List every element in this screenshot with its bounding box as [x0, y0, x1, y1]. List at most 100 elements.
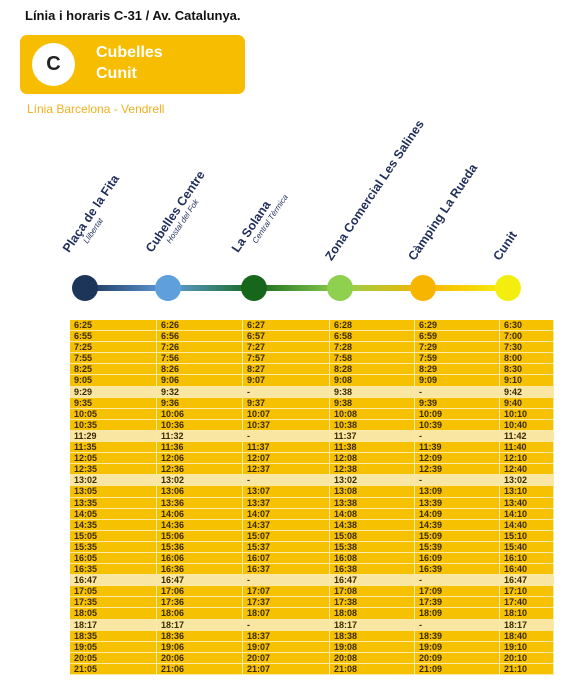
badge-letter: C: [32, 43, 75, 86]
stop-dot: [495, 275, 521, 301]
table-cell: 9:38: [330, 397, 415, 409]
table-cell: 14:36: [157, 519, 243, 531]
table-cell: 14:35: [70, 519, 157, 531]
title: Línia i horaris C-31 / Av. Catalunya.: [25, 8, 241, 23]
table-cell: 18:10: [500, 608, 554, 620]
table-cell: 17:07: [243, 586, 330, 598]
table-cell: 10:37: [243, 419, 330, 431]
table-cell: 14:08: [330, 508, 415, 520]
table-cell: 21:09: [415, 663, 500, 675]
table-row: 17:35 17:36 17:37 17:38 17:39 17:40: [70, 597, 554, 609]
table-cell: 17:09: [415, 586, 500, 598]
table-cell: 12:40: [500, 464, 554, 476]
table-cell: 14:38: [330, 519, 415, 531]
table-cell: 14:40: [500, 519, 554, 531]
table-cell: 12:10: [500, 453, 554, 465]
table-cell: 16:06: [157, 552, 243, 565]
table-row: 13:35 13:36 13:37 13:38 13:39 13:40: [70, 497, 554, 509]
table-cell: 12:36: [157, 464, 243, 476]
table-cell: 14:37: [243, 519, 330, 531]
table-cell: 13:10: [500, 486, 554, 498]
table-cell: 18:36: [157, 630, 243, 642]
table-cell: 10:05: [70, 408, 157, 420]
table-cell: -: [415, 386, 500, 398]
table-cell: 10:39: [415, 419, 500, 431]
table-cell: 19:06: [157, 641, 243, 653]
table-cell: 16:39: [415, 564, 500, 576]
table-cell: 20:05: [70, 652, 157, 664]
table-cell: 18:08: [330, 608, 415, 620]
table-cell: 9:35: [70, 397, 157, 409]
table-cell: 8:27: [243, 364, 330, 376]
stop-label: La Solana Central Tèrmica: [229, 186, 290, 260]
table-cell: 14:05: [70, 508, 157, 520]
route-line: [72, 275, 521, 301]
table-cell: 19:09: [415, 641, 500, 653]
table-cell: 15:38: [330, 541, 415, 553]
route-segment: [85, 285, 168, 291]
table-cell: 7:30: [500, 342, 554, 354]
table-cell: -: [415, 475, 500, 487]
table-cell: 13:36: [157, 497, 243, 509]
table-cell: -: [243, 430, 330, 443]
table-cell: 13:37: [243, 497, 330, 509]
table-cell: 11:36: [157, 442, 243, 454]
table-cell: 7:25: [70, 342, 157, 354]
table-row: 15:35 15:36 15:37 15:38 15:39 15:40: [70, 541, 554, 553]
table-cell: 21:06: [157, 663, 243, 675]
table-cell: 16:47: [500, 575, 554, 587]
table-row: 18:35 18:36 18:37 18:38 18:39 18:40: [70, 630, 554, 642]
table-cell: 16:47: [157, 575, 243, 587]
table-cell: 13:38: [330, 497, 415, 509]
table-cell: 8:26: [157, 364, 243, 376]
table-row: 8:25 8:26 8:27 8:28 8:29 8:30: [70, 364, 554, 376]
table-cell: 9:06: [157, 375, 243, 387]
table-cell: 6:26: [157, 320, 243, 332]
table-row: 9:35 9:36 9:37 9:38 9:39 9:40: [70, 397, 554, 409]
table-cell: 16:38: [330, 564, 415, 576]
table-row: 18:05 18:06 18:07 18:08 18:09 18:10: [70, 608, 554, 620]
table-cell: 7:00: [500, 331, 554, 343]
table-cell: -: [243, 475, 330, 487]
table-cell: 20:09: [415, 652, 500, 664]
table-cell: 13:05: [70, 486, 157, 498]
table-row: 21:05 21:06 21:07 21:08 21:09 21:10: [70, 663, 554, 675]
table-cell: 18:37: [243, 630, 330, 642]
table-cell: 17:36: [157, 597, 243, 609]
table-cell: 6:30: [500, 320, 554, 332]
stop-name: Zona Comercial Les Salines: [322, 117, 427, 263]
table-cell: 19:05: [70, 641, 157, 653]
stop-dot: [155, 275, 181, 301]
table-cell: 16:47: [330, 575, 415, 587]
table-cell: 17:38: [330, 597, 415, 609]
table-cell: 7:56: [157, 353, 243, 365]
table-cell: 16:47: [70, 575, 157, 587]
table-cell: 13:02: [157, 475, 243, 487]
table-cell: 12:37: [243, 464, 330, 476]
table-cell: 9:42: [500, 386, 554, 398]
table-cell: 15:35: [70, 541, 157, 553]
table-cell: 17:10: [500, 586, 554, 598]
route-segment: [254, 285, 340, 291]
table-cell: 9:37: [243, 397, 330, 409]
table-row: 13:05 13:06 13:07 13:08 13:09 13:10: [70, 486, 554, 498]
table-row: 19:05 19:06 19:07 19:08 19:09 19:10: [70, 641, 554, 653]
table-cell: 13:07: [243, 486, 330, 498]
table-cell: 11:35: [70, 442, 157, 454]
table-cell: 7:26: [157, 342, 243, 354]
badge-line: Cubelles: [96, 44, 163, 61]
table-cell: 17:35: [70, 597, 157, 609]
table-row: 9:29 9:32-9:38-9:42: [70, 386, 554, 398]
table-row: 18:17 18:17-18:17-18:17: [70, 619, 554, 631]
table-cell: 14:07: [243, 508, 330, 520]
table-cell: 12:35: [70, 464, 157, 476]
table-cell: -: [415, 619, 500, 631]
table-cell: 12:07: [243, 453, 330, 465]
route-segment: [168, 285, 254, 291]
stop-name: Càmping La Rueda: [405, 161, 481, 263]
table-cell: 13:39: [415, 497, 500, 509]
badge-line: Cunit: [96, 65, 137, 82]
table-cell: 6:28: [330, 320, 415, 332]
table-cell: 15:09: [415, 530, 500, 542]
